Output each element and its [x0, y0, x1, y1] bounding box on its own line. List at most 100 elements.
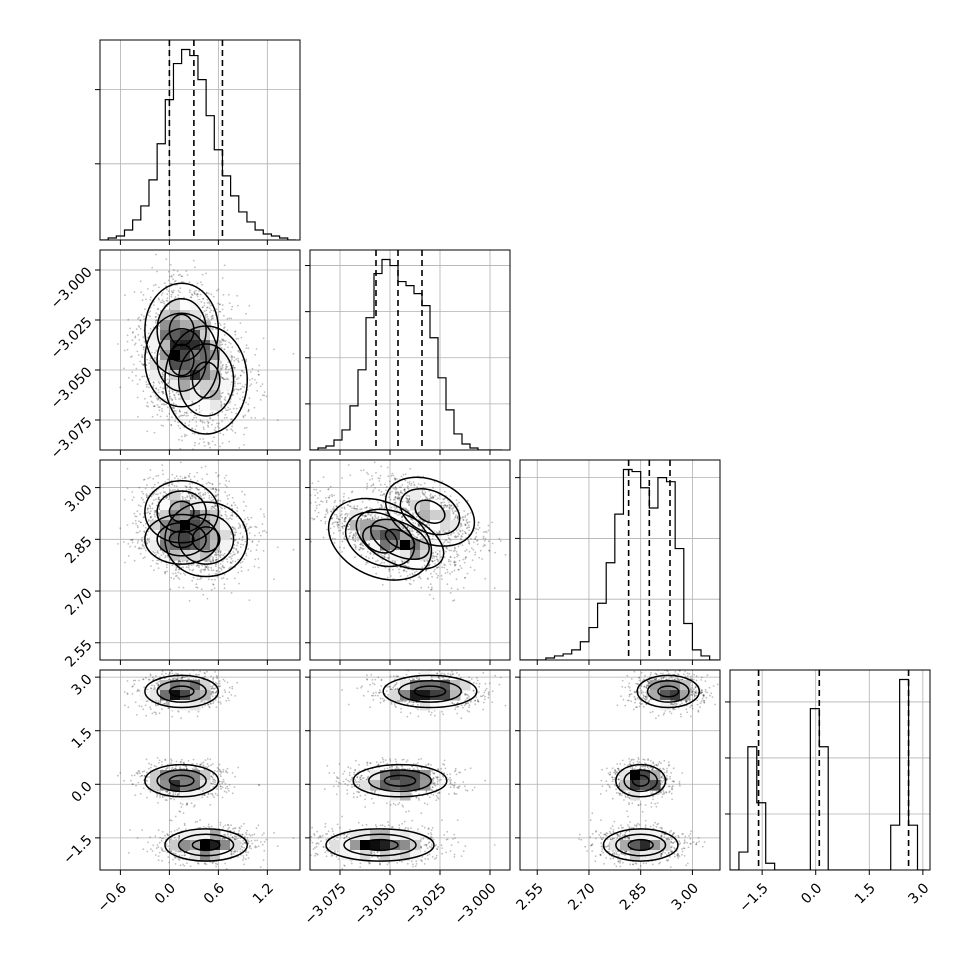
sample-point — [206, 306, 209, 309]
sample-point — [146, 507, 149, 510]
sample-point — [196, 295, 199, 298]
sample-point — [162, 403, 165, 406]
sample-point — [210, 309, 213, 312]
sample-point — [191, 487, 193, 489]
sample-point — [239, 526, 242, 529]
sample-point — [187, 492, 190, 495]
sample-point — [152, 290, 154, 292]
sample-point — [135, 531, 138, 534]
sample-point — [195, 409, 198, 411]
sample-point — [206, 473, 209, 476]
sample-point — [232, 526, 234, 529]
sample-point — [177, 421, 179, 424]
sample-point — [146, 430, 149, 433]
sample-point — [242, 543, 245, 546]
sample-point — [142, 524, 145, 527]
sample-point — [230, 359, 233, 362]
sample-point — [226, 429, 229, 432]
sample-point — [161, 390, 164, 393]
sample-point — [262, 337, 265, 340]
sample-point — [177, 478, 180, 480]
sample-point — [221, 560, 224, 563]
sample-point — [263, 417, 265, 420]
sample-point — [222, 377, 224, 380]
sample-point — [292, 548, 295, 551]
sample-point — [254, 417, 257, 419]
sample-point — [168, 550, 171, 553]
sample-point — [177, 561, 180, 563]
density-cell — [200, 400, 211, 411]
y-tick-label: −3.050 — [48, 364, 96, 412]
sample-point — [138, 520, 140, 523]
sample-point — [207, 424, 209, 427]
density-cell — [210, 380, 221, 391]
sample-point — [179, 410, 182, 413]
density-cell — [160, 360, 171, 371]
sample-point — [150, 395, 152, 398]
sample-point — [188, 424, 190, 427]
sample-point — [151, 502, 154, 505]
sample-point — [206, 313, 209, 316]
sample-point — [185, 476, 187, 479]
sample-point — [146, 496, 149, 499]
sample-point — [240, 570, 243, 572]
sample-point — [187, 414, 190, 417]
sample-point — [181, 495, 184, 498]
sample-point — [215, 553, 218, 555]
sample-point — [184, 435, 186, 438]
sample-point — [232, 364, 235, 367]
sample-point — [171, 391, 174, 393]
sample-point — [156, 413, 159, 416]
sample-point — [175, 485, 178, 488]
sample-point — [164, 571, 167, 573]
density-cell — [190, 300, 201, 311]
density-cell — [190, 370, 201, 381]
sample-point — [259, 398, 262, 401]
sample-point — [234, 504, 237, 507]
sample-point — [222, 338, 225, 341]
sample-point — [218, 553, 220, 556]
sample-point — [187, 564, 190, 567]
sample-point — [221, 376, 223, 379]
sample-point — [232, 364, 235, 367]
sample-point — [207, 318, 210, 320]
sample-point — [141, 540, 144, 542]
density-cell — [150, 360, 161, 371]
sample-point — [195, 565, 198, 567]
sample-point — [158, 298, 160, 301]
sample-point — [223, 573, 226, 576]
sample-point — [148, 541, 151, 543]
sample-point — [188, 495, 191, 497]
sample-point — [139, 505, 142, 508]
sample-point — [177, 393, 180, 396]
sample-point — [195, 487, 197, 489]
sample-point — [217, 302, 219, 305]
sample-point — [237, 527, 240, 529]
sample-point — [205, 309, 208, 312]
sample-point — [157, 308, 160, 310]
sample-point — [217, 414, 219, 417]
sample-point — [226, 558, 228, 561]
sample-point — [189, 291, 191, 294]
density-cell — [160, 350, 171, 361]
sample-point — [249, 550, 252, 552]
sample-point — [248, 538, 251, 541]
sample-point — [218, 489, 221, 492]
sample-point — [221, 442, 224, 444]
sample-point — [191, 432, 194, 435]
sample-point — [262, 550, 265, 552]
sample-point — [234, 528, 237, 531]
sample-point — [212, 583, 215, 586]
sample-point — [208, 302, 211, 305]
sample-point — [202, 426, 205, 429]
sample-point — [170, 483, 173, 485]
sample-point — [169, 588, 172, 591]
contour-level-1 — [156, 298, 207, 362]
sample-point — [189, 486, 192, 489]
sample-point — [131, 541, 134, 544]
sample-point — [276, 546, 279, 549]
sample-point — [213, 429, 216, 431]
sample-point — [196, 293, 199, 295]
sample-point — [245, 426, 248, 429]
density-cell — [210, 400, 221, 411]
